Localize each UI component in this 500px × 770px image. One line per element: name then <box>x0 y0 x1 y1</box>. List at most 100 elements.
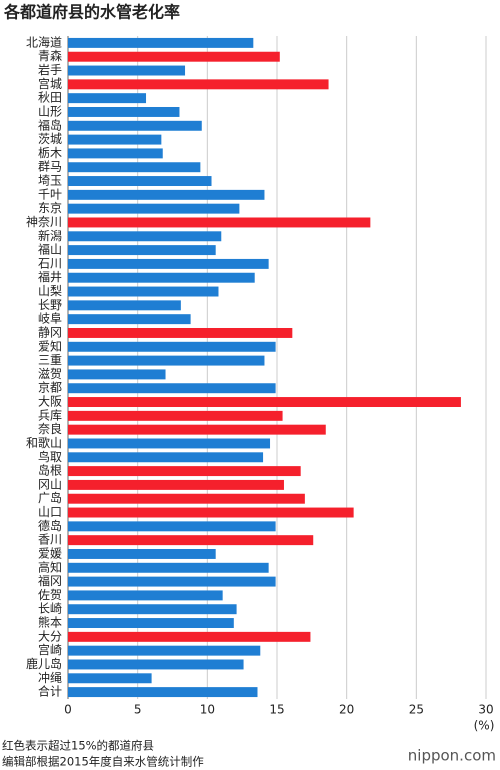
bar <box>68 37 254 48</box>
bar <box>68 618 234 629</box>
y-tick-label: 香川 <box>38 533 62 547</box>
x-unit: (%) <box>474 719 495 733</box>
bar <box>68 548 216 559</box>
x-tick-label: 5 <box>134 703 142 717</box>
bar <box>68 562 269 573</box>
y-tick-label: 福岛 <box>38 117 62 132</box>
note: 编辑部根据2015年度自来水管统计制作 <box>2 755 204 769</box>
y-tick-label: 长崎 <box>38 602 62 616</box>
y-tick-label: 福冈 <box>38 573 62 588</box>
x-tick-label: 30 <box>478 703 493 717</box>
bar <box>68 631 311 642</box>
y-tick-label: 栃木 <box>38 146 62 160</box>
x-tick-label: 25 <box>409 703 424 717</box>
y-tick-label: 大阪 <box>38 395 62 409</box>
y-tick-label: 山形 <box>38 104 62 118</box>
y-tick-label: 埼玉 <box>38 174 62 188</box>
bar <box>68 327 293 338</box>
y-tick-label: 秋田 <box>38 91 62 105</box>
y-tick-label: 冲绳 <box>38 670 62 685</box>
bar <box>68 604 237 615</box>
y-tick-label: 东京 <box>38 201 62 215</box>
x-tick-label: 10 <box>200 703 215 717</box>
y-tick-label: 高知 <box>38 559 62 574</box>
bar <box>68 148 163 159</box>
bar <box>68 314 191 325</box>
y-tick-label: 北海道 <box>26 34 62 49</box>
y-tick-label: 鹿儿岛 <box>26 656 62 671</box>
y-tick-label: 青森 <box>38 48 62 63</box>
note: 红色表示超过15%的都道府县 <box>2 739 154 753</box>
bar <box>68 687 258 698</box>
y-tick-label: 山梨 <box>38 284 62 298</box>
bar <box>68 645 261 656</box>
y-tick-label: 京都 <box>38 381 62 395</box>
bar <box>68 590 223 601</box>
bar <box>68 397 461 408</box>
x-tick-label: 0 <box>64 703 72 717</box>
bar <box>68 203 240 214</box>
logo: nippon.com <box>408 747 496 765</box>
bar <box>68 258 269 269</box>
y-tick-label: 长野 <box>38 298 62 312</box>
y-tick-label: 德岛 <box>38 518 62 533</box>
y-tick-label: 福山 <box>38 242 62 257</box>
y-tick-label: 宫崎 <box>38 642 62 657</box>
bar <box>68 369 166 380</box>
y-tick-label: 宫城 <box>38 76 62 91</box>
y-tick-label: 奈良 <box>38 421 62 436</box>
y-tick-label: 熊本 <box>38 615 62 630</box>
x-tick-label: 20 <box>339 703 354 717</box>
x-tick-label: 15 <box>269 703 284 717</box>
y-tick-label: 爱媛 <box>38 546 62 560</box>
y-tick-label: 岐阜 <box>38 312 62 326</box>
y-tick-label: 兵库 <box>38 407 62 422</box>
bar <box>68 245 216 256</box>
y-tick-label: 大分 <box>38 629 62 643</box>
bar <box>68 576 276 587</box>
bar <box>68 410 283 421</box>
bar <box>68 535 314 546</box>
bar <box>68 355 265 366</box>
bar <box>68 383 276 394</box>
bar <box>68 176 212 187</box>
bar <box>68 424 326 435</box>
bar <box>68 217 371 228</box>
bar <box>68 286 219 297</box>
chart-title: 各都道府县的水管老化率 <box>3 3 180 22</box>
y-tick-label: 滋贺 <box>38 367 62 381</box>
bar <box>68 438 271 449</box>
y-tick-label: 广岛 <box>38 490 62 505</box>
bar <box>68 493 305 504</box>
bar <box>68 134 162 145</box>
y-tick-label: 茨城 <box>38 132 62 146</box>
bar <box>68 106 180 117</box>
bar <box>68 272 255 283</box>
bar <box>68 452 264 463</box>
y-tick-label: 鸟取 <box>38 449 62 464</box>
y-tick-label: 千叶 <box>38 187 62 201</box>
y-tick-label: 冈山 <box>38 477 62 491</box>
y-tick-label: 和歌山 <box>26 435 62 450</box>
bar <box>68 479 284 490</box>
y-tick-label: 石川 <box>38 256 62 270</box>
y-tick-label: 岛根 <box>38 463 62 478</box>
bar <box>68 673 152 684</box>
bar <box>68 189 265 200</box>
y-tick-label: 爱知 <box>38 339 62 353</box>
bar <box>68 51 280 62</box>
y-tick-label: 合计 <box>38 684 62 699</box>
y-tick-label: 佐贺 <box>38 588 62 602</box>
y-tick-label: 新潟 <box>38 228 62 243</box>
bar <box>68 466 301 477</box>
y-tick-label: 岩手 <box>38 62 62 77</box>
bar <box>68 162 201 173</box>
bar <box>68 507 354 518</box>
bar <box>68 79 329 90</box>
y-tick-label: 群马 <box>38 160 62 174</box>
y-tick-label: 静冈 <box>38 325 62 339</box>
y-tick-label: 三重 <box>38 353 62 367</box>
y-tick-label: 福井 <box>38 269 62 284</box>
bar <box>68 341 276 352</box>
